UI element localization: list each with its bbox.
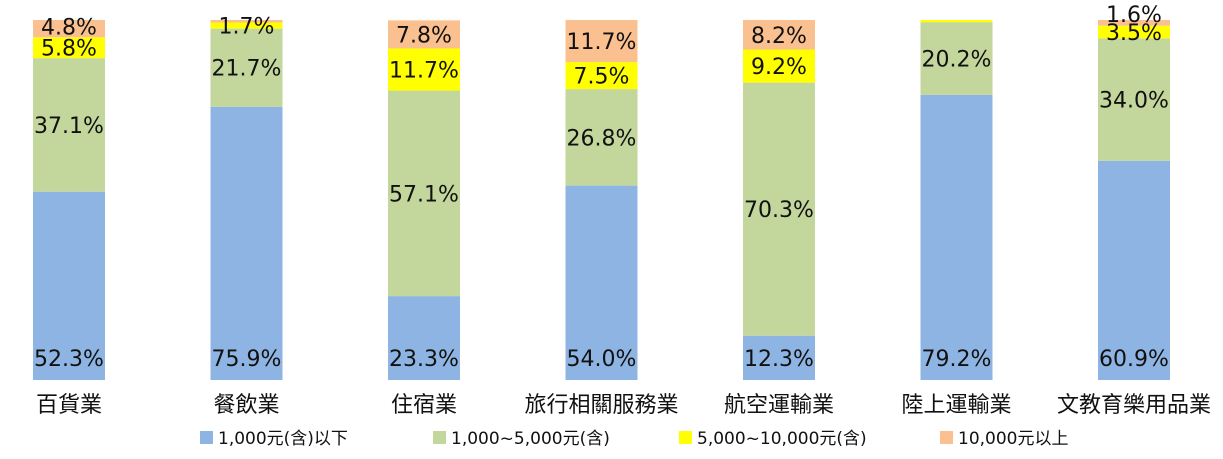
segment-label-7-3: 3.5% — [1106, 21, 1162, 46]
category-labels-layer: 百貨業 餐飲業 住宿業 旅行相關服務業 航空運輸業 陸上運輸業 文教育樂用品業 — [36, 393, 1211, 418]
legend-swatch-1 — [200, 431, 213, 444]
bar-segment-2-4 — [210, 20, 283, 23]
segment-label-3-4: 7.8% — [396, 23, 452, 48]
segment-label-7-2: 34.0% — [1099, 89, 1169, 114]
bar-segment-7-1 — [1098, 160, 1170, 380]
bar-segment-5-4 — [743, 20, 815, 50]
category-label-6: 陸上運輸業 — [901, 393, 1011, 418]
bar-segment-7-4 — [1098, 20, 1170, 26]
bar-segment-7-3 — [1098, 25, 1170, 39]
segment-label-4-4: 11.7% — [567, 30, 637, 55]
bars-layer — [33, 20, 1170, 380]
category-label-2: 餐飲業 — [213, 393, 279, 418]
segment-label-1-4: 4.8% — [41, 16, 97, 41]
segment-label-7-1: 60.9% — [1099, 347, 1169, 372]
segment-label-1-3: 5.8% — [41, 37, 97, 62]
bar-segment-2-1 — [210, 106, 283, 380]
bar-segment-1-2 — [33, 58, 105, 192]
segment-label-2-2: 21.7% — [212, 57, 282, 82]
legend-swatch-3 — [679, 431, 692, 444]
segment-label-6-1: 79.2% — [922, 347, 992, 372]
bar-segment-5-3 — [743, 49, 815, 83]
segment-label-2-3: 1.7% — [219, 15, 275, 40]
segment-label-3-1: 23.3% — [389, 347, 459, 372]
segment-label-6-2: 20.2% — [922, 48, 992, 73]
bar-segment-1-1 — [33, 191, 105, 380]
bar-segment-3-3 — [388, 48, 460, 91]
segment-label-5-4: 8.2% — [751, 24, 807, 49]
segment-label-5-1: 12.3% — [744, 347, 814, 372]
segment-label-7-4: 1.6% — [1106, 3, 1162, 28]
segment-label-5-3: 9.2% — [751, 55, 807, 80]
bar-segment-3-2 — [388, 90, 460, 297]
category-label-4: 旅行相關服務業 — [524, 393, 678, 418]
segment-label-4-3: 7.5% — [574, 65, 630, 90]
bar-segment-2-3 — [210, 22, 283, 29]
bar-segment-2-2 — [210, 28, 283, 107]
bar-segment-4-1 — [565, 185, 638, 380]
category-label-5: 航空運輸業 — [724, 393, 834, 418]
segment-label-1-2: 37.1% — [34, 114, 104, 139]
category-label-3: 住宿業 — [391, 393, 457, 418]
legend-label-1: 1,000元(含)以下 — [218, 429, 348, 449]
legend-label-3: 5,000~10,000元(含) — [697, 429, 867, 449]
bar-segment-4-2 — [565, 89, 638, 186]
segment-label-4-1: 54.0% — [567, 347, 637, 372]
segment-label-3-2: 57.1% — [389, 182, 459, 207]
legend-swatch-2 — [433, 431, 446, 444]
legend-label-4: 10,000元以上 — [958, 429, 1068, 449]
bar-segment-3-4 — [388, 20, 460, 49]
segment-label-5-2: 70.3% — [744, 198, 814, 223]
legend-label-2: 1,000~5,000元(含) — [451, 429, 610, 449]
bar-segment-5-2 — [743, 82, 815, 336]
bar-segment-4-3 — [565, 62, 638, 90]
bar-segment-6-1 — [920, 94, 993, 380]
legend-swatch-4 — [940, 431, 953, 444]
bar-segment-3-1 — [388, 296, 460, 380]
category-label-1: 百貨業 — [36, 393, 102, 418]
bar-segment-1-4 — [33, 20, 105, 38]
bar-segment-4-4 — [565, 20, 638, 63]
bar-segment-6-2 — [920, 22, 993, 95]
segment-label-2-1: 75.9% — [212, 347, 282, 372]
segment-label-1-1: 52.3% — [34, 347, 104, 372]
legend: 1,000元(含)以下 1,000~5,000元(含) 5,000~10,000元(… — [200, 429, 1068, 449]
segment-labels-layer: 52.3% 37.1% 5.8%4.8% 75.9% 21.7% 1.7% 23.3% 57.… — [34, 3, 1169, 372]
bar-segment-5-1 — [743, 335, 815, 380]
segment-label-3-3: 11.7% — [389, 59, 459, 84]
bar-segment-6-3 — [920, 20, 993, 23]
bar-segment-7-2 — [1098, 38, 1170, 161]
bar-segment-1-3 — [33, 37, 105, 59]
category-label-7: 文教育樂用品業 — [1057, 393, 1211, 418]
segment-label-4-2: 26.8% — [567, 126, 637, 151]
